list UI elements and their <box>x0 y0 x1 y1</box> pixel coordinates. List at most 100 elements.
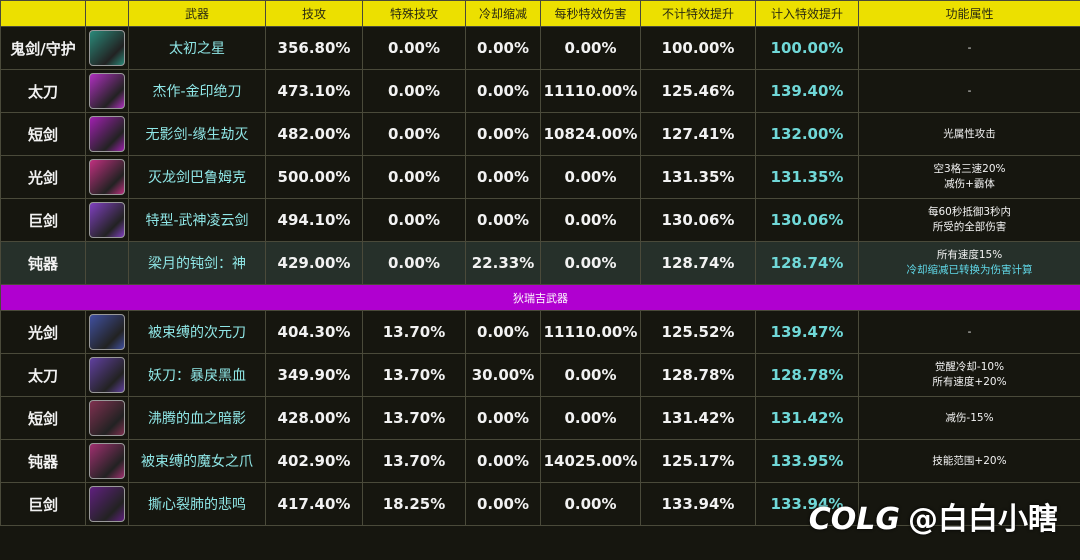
watermark-author: @白白小瞎 <box>908 502 1058 537</box>
stat-cell: 11110.00% <box>540 69 641 113</box>
header-cell: 功能属性 <box>858 0 1080 27</box>
header-cell: 每秒特效伤害 <box>540 0 641 27</box>
note-line: 冷却缩减已转换为伤害计算 <box>906 264 1033 276</box>
stat-cell: 429.00% <box>265 241 363 285</box>
stat-cell: 0.00% <box>362 69 466 113</box>
weapon-type: 巨剑 <box>0 482 86 526</box>
weapon-type: 短剑 <box>0 112 86 156</box>
stat-cell: 13.70% <box>362 439 466 483</box>
stat-cell: 0.00% <box>362 155 466 199</box>
stat-cell: 14025.00% <box>540 439 641 483</box>
stat-cell: 132.00% <box>755 112 859 156</box>
weapon-icon <box>89 314 125 350</box>
note-line: - <box>967 325 972 338</box>
note-line: 减伤-15% <box>945 411 994 424</box>
header-cell <box>85 0 129 27</box>
header-cell <box>0 0 86 27</box>
weapon-icon <box>89 73 125 109</box>
icon-cell <box>85 155 129 199</box>
stat-cell: 125.46% <box>640 69 756 113</box>
stat-cell: 128.78% <box>640 353 756 397</box>
weapon-name: 撕心裂肺的悲鸣 <box>128 482 266 526</box>
weapon-icon <box>89 116 125 152</box>
weapon-name: 无影剑-缘生劫灭 <box>128 112 266 156</box>
weapon-icon <box>89 159 125 195</box>
icon-cell <box>85 241 129 285</box>
weapon-name: 妖刀：暴戾黑血 <box>128 353 266 397</box>
icon-cell <box>85 69 129 113</box>
stat-cell: 133.94% <box>755 482 859 526</box>
icon-cell <box>85 112 129 156</box>
stat-cell: 0.00% <box>465 155 541 199</box>
weapon-icon <box>89 202 125 238</box>
weapon-row: 光剑 灭龙剑巴鲁姆克 500.00% 0.00% 0.00% 0.00% 131.35% 13… <box>0 155 1080 199</box>
stat-cell: 0.00% <box>362 26 466 70</box>
stat-cell: 100.00% <box>640 26 756 70</box>
stat-cell: 30.00% <box>465 353 541 397</box>
notes-cell: 觉醒冷却-10% 所有速度+20% <box>858 353 1080 397</box>
stat-cell: 133.94% <box>640 482 756 526</box>
weapon-icon <box>89 443 125 479</box>
icon-cell <box>85 439 129 483</box>
header-row: 武器 技攻 特殊技攻 冷却缩减 每秒特效伤害 不计特效提升 计入特效提升 功能属性 <box>0 0 1080 27</box>
stat-cell: 0.00% <box>540 241 641 285</box>
weapon-name: 灭龙剑巴鲁姆克 <box>128 155 266 199</box>
stat-cell: 482.00% <box>265 112 363 156</box>
stat-cell: 0.00% <box>362 112 466 156</box>
stat-cell: 0.00% <box>540 198 641 242</box>
weapon-type: 钝器 <box>0 241 86 285</box>
stat-cell: 0.00% <box>465 310 541 354</box>
notes-cell: 所有速度15% 冷却缩减已转换为伤害计算 <box>858 241 1080 285</box>
watermark: COLG @白白小瞎 <box>809 494 1058 538</box>
weapon-row: 钝器 被束缚的魔女之爪 402.90% 13.70% 0.00% 14025.00% 125… <box>0 439 1080 483</box>
note-line: 空3格三速20% <box>933 163 1006 175</box>
stat-cell: 125.17% <box>640 439 756 483</box>
section-row: 狄瑞吉武器 <box>0 284 1080 311</box>
weapon-name: 沸腾的血之暗影 <box>128 396 266 440</box>
weapon-type: 光剑 <box>0 155 86 199</box>
weapon-name: 被束缚的次元刀 <box>128 310 266 354</box>
weapon-name: 被束缚的魔女之爪 <box>128 439 266 483</box>
stat-cell: 128.78% <box>755 353 859 397</box>
note-line: 每60秒抵御3秒内 <box>927 206 1012 218</box>
stat-cell: 494.10% <box>265 198 363 242</box>
stat-cell: 0.00% <box>362 198 466 242</box>
weapon-row: 巨剑 撕心裂肺的悲鸣 417.40% 18.25% 0.00% 0.00% 133.94% 1… <box>0 482 1080 526</box>
weapon-row: 太刀 妖刀：暴戾黑血 349.90% 13.70% 30.00% 0.00% 128.78%… <box>0 353 1080 397</box>
stat-cell: 128.74% <box>640 241 756 285</box>
stat-cell: 404.30% <box>265 310 363 354</box>
header-cell: 特殊技攻 <box>362 0 466 27</box>
notes-cell: 减伤-15% <box>858 396 1080 440</box>
stat-cell: 0.00% <box>362 241 466 285</box>
weapon-row: 巨剑 特型-武神凌云剑 494.10% 0.00% 0.00% 0.00% 130.06% 1… <box>0 198 1080 242</box>
notes-cell: 技能范围+20% <box>858 439 1080 483</box>
stat-cell: 18.25% <box>362 482 466 526</box>
header-cell: 计入特效提升 <box>755 0 859 27</box>
notes-cell: - <box>858 310 1080 354</box>
weapon-type: 短剑 <box>0 396 86 440</box>
weapon-row: 短剑 无影剑-缘生劫灭 482.00% 0.00% 0.00% 10824.00% 127.… <box>0 112 1080 156</box>
stat-cell: 128.74% <box>755 241 859 285</box>
stat-cell: 0.00% <box>540 396 641 440</box>
stat-cell: 13.70% <box>362 310 466 354</box>
stat-cell: 0.00% <box>540 482 641 526</box>
weapon-type: 钝器 <box>0 439 86 483</box>
stat-cell: 13.70% <box>362 353 466 397</box>
header-cell: 冷却缩减 <box>465 0 541 27</box>
weapon-type: 鬼剑/守护 <box>0 26 86 70</box>
icon-cell <box>85 310 129 354</box>
stat-cell: 130.06% <box>755 198 859 242</box>
section-title: 狄瑞吉武器 <box>0 284 1080 311</box>
weapon-row: 鬼剑/守护 太初之星 356.80% 0.00% 0.00% 0.00% 100.00% 10… <box>0 26 1080 70</box>
stat-cell: 139.47% <box>755 310 859 354</box>
note-line: 光属性攻击 <box>943 127 996 140</box>
weapon-icon <box>89 30 125 66</box>
weapon-icon <box>89 400 125 436</box>
stat-cell: 131.35% <box>755 155 859 199</box>
stat-cell: 0.00% <box>540 155 641 199</box>
weapon-icon <box>89 357 125 393</box>
weapon-name: 太初之星 <box>128 26 266 70</box>
stat-cell: 131.35% <box>640 155 756 199</box>
note-line: 所受的全部伤害 <box>932 221 1007 233</box>
